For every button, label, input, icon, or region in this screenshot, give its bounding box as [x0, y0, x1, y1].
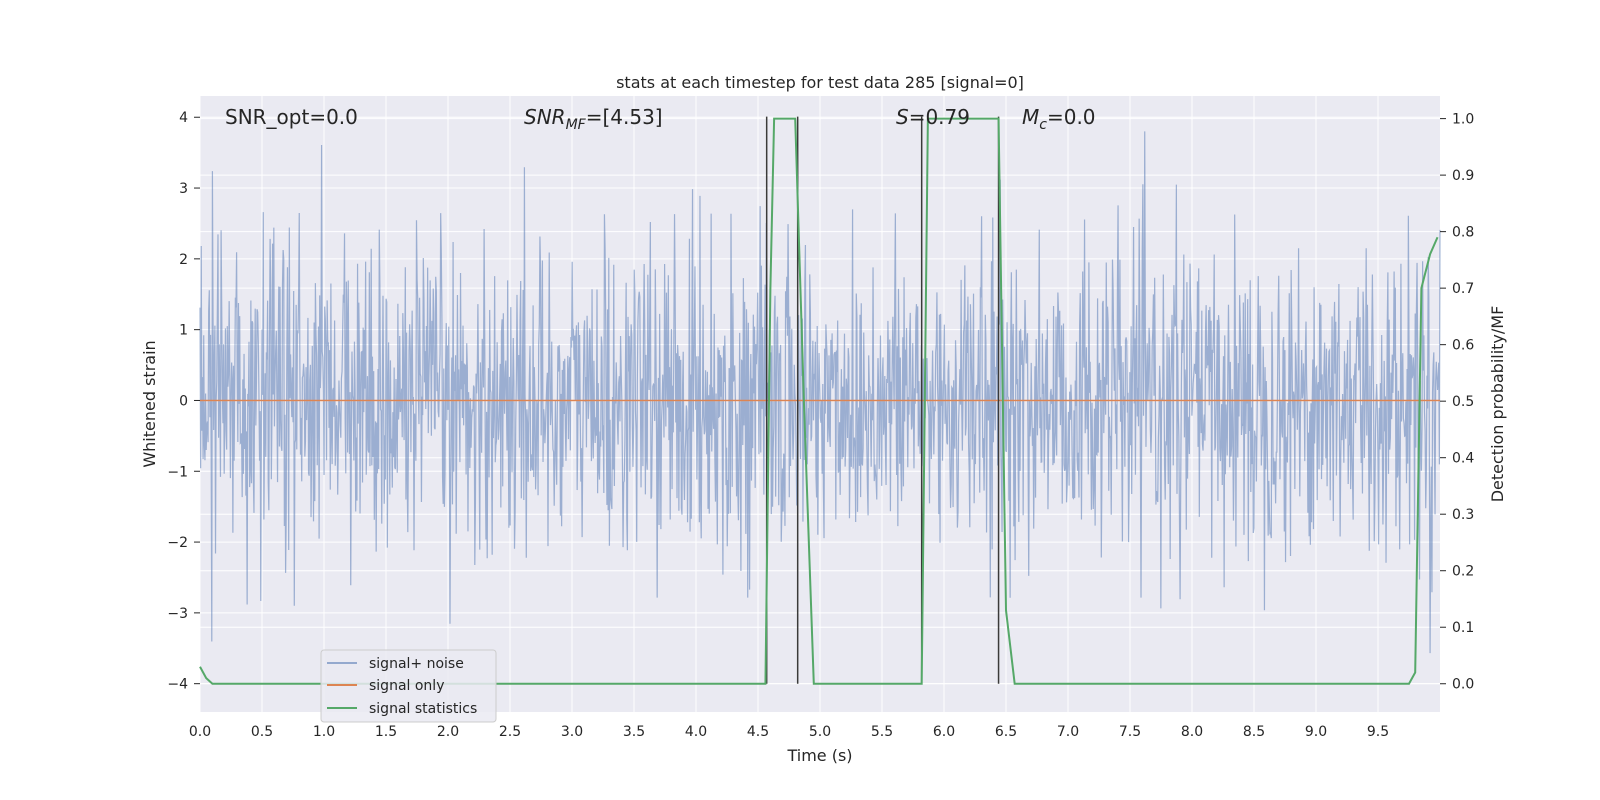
annotation-mc-base: M [1022, 105, 1039, 129]
x-tick-label: 5.0 [809, 724, 831, 740]
legend-label-noise: signal+ noise [369, 656, 464, 672]
legend-label-signal: signal only [369, 678, 444, 694]
noise-series [199, 131, 1441, 654]
annotation-mc: Mc=0.0 [1022, 105, 1096, 133]
y-right-tick-label: 0.5 [1452, 394, 1474, 410]
y-right-tick-label: 0.6 [1452, 338, 1474, 354]
x-tick-label: 6.5 [995, 724, 1017, 740]
y-right-tick-label: 0.3 [1452, 507, 1474, 523]
y-right-tick-label: 1.0 [1452, 112, 1474, 128]
x-tick-label: 8.5 [1243, 724, 1265, 740]
y-right-ticks: 1.0 0.9 0.8 0.7 0.6 0.5 0.4 0.3 0.2 0.1 0.0 [1440, 112, 1474, 693]
annotation-mc-sub: c [1039, 117, 1047, 133]
x-ticks: 0.0 0.5 1.0 1.5 2.0 2.5 3.0 3.5 4.0 4.5 5.0 5.5 6.0 6… [189, 724, 1389, 740]
y-left-tick-label: 2 [179, 252, 188, 268]
x-tick-label: 1.0 [313, 724, 335, 740]
y-right-tick-label: 0.0 [1452, 677, 1474, 693]
y-left-tick-label: 1 [179, 323, 188, 339]
y-right-tick-label: 0.8 [1452, 225, 1474, 241]
annotation-snr-opt: SNR_opt=0.0 [225, 105, 358, 129]
y-left-tick-label: 3 [179, 181, 188, 197]
x-tick-label: 2.0 [437, 724, 459, 740]
y-right-tick-label: 0.1 [1452, 620, 1474, 636]
annotation-snr-mf: SNRMF=[4.53] [524, 105, 663, 133]
y-left-ticks: 4 3 2 1 0 −1 −2 −3 −4 [167, 110, 200, 693]
x-tick-label: 6.0 [933, 724, 955, 740]
x-tick-label: 0.0 [189, 724, 211, 740]
y-left-tick-label: 0 [179, 393, 188, 409]
annotation-snr-mf-suffix: =[4.53] [586, 105, 663, 129]
legend: signal+ noise signal only signal statist… [320, 649, 497, 723]
annotation-s-base: S [896, 105, 909, 129]
x-tick-label: 3.5 [623, 724, 645, 740]
x-axis-label: Time (s) [786, 746, 852, 765]
y-left-tick-label: −2 [167, 535, 188, 551]
x-tick-label: 9.0 [1305, 724, 1327, 740]
x-tick-label: 5.5 [871, 724, 893, 740]
y-left-tick-label: −3 [167, 606, 188, 622]
annotation-s: S=0.79 [896, 105, 970, 129]
y-left-tick-label: −4 [167, 677, 188, 693]
annotation-s-suffix: =0.79 [909, 105, 970, 129]
noise-trace [199, 131, 1441, 654]
y-left-tick-label: 4 [179, 110, 188, 126]
x-tick-label: 1.5 [375, 724, 397, 740]
x-tick-label: 7.5 [1119, 724, 1141, 740]
y-right-tick-label: 0.7 [1452, 281, 1474, 297]
y-right-tick-label: 0.4 [1452, 451, 1474, 467]
y-right-tick-label: 0.9 [1452, 168, 1474, 184]
x-tick-label: 3.0 [561, 724, 583, 740]
y-left-tick-label: −1 [167, 464, 188, 480]
x-tick-label: 8.0 [1181, 724, 1203, 740]
y-axis-label-right: Detection probability/MF [1488, 306, 1507, 503]
x-tick-label: 2.5 [499, 724, 521, 740]
y-axis-label-left: Whitened strain [140, 340, 159, 467]
annotation-mc-suffix: =0.0 [1047, 105, 1096, 129]
legend-label-stats: signal statistics [369, 701, 477, 717]
x-tick-label: 9.5 [1367, 724, 1389, 740]
annotation-snr-mf-sub: MF [566, 117, 587, 133]
x-tick-label: 4.0 [685, 724, 707, 740]
y-right-tick-label: 0.2 [1452, 564, 1474, 580]
x-tick-label: 4.5 [747, 724, 769, 740]
annotation-snr-mf-base: SNR [524, 105, 566, 129]
legend-box [320, 649, 497, 723]
signal-statistics-line [199, 117, 1439, 685]
x-tick-label: 7.0 [1057, 724, 1079, 740]
x-tick-label: 0.5 [251, 724, 273, 740]
chart-title: stats at each timestep for test data 285… [616, 73, 1024, 92]
